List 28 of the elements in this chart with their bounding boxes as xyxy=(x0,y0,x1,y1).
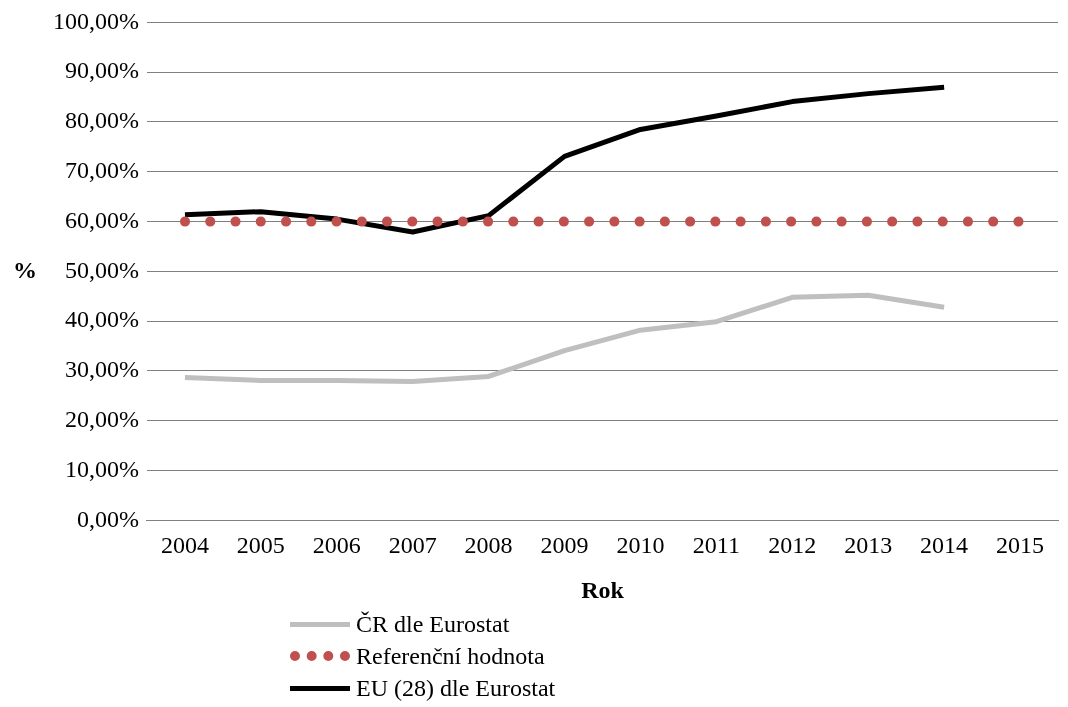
y-tick-label: 90,00% xyxy=(64,57,139,84)
y-tick-label: 10,00% xyxy=(64,455,139,482)
y-tick-label: 40,00% xyxy=(64,306,139,333)
x-tick-label: 2015 xyxy=(996,532,1045,559)
x-tick-label: 2013 xyxy=(844,532,893,559)
x-tick-label: 2005 xyxy=(236,532,285,559)
y-tick-label: 20,00% xyxy=(64,406,139,433)
y-axis-title: % xyxy=(13,256,37,283)
y-tick-label: 30,00% xyxy=(64,356,139,383)
legend-label: EU (28) dle Eurostat xyxy=(356,674,556,702)
x-tick-label: 2014 xyxy=(920,532,969,559)
y-tick-label: 100,00% xyxy=(52,7,139,34)
x-tick-label: 2008 xyxy=(464,532,513,559)
legend-label: ČR dle Eurostat xyxy=(356,610,510,638)
x-axis-title: Rok xyxy=(581,576,625,603)
y-tick-label: 60,00% xyxy=(64,206,139,233)
x-tick-label: 2007 xyxy=(388,532,437,559)
x-tick-label: 2010 xyxy=(616,532,665,559)
x-tick-label: 2009 xyxy=(540,532,589,559)
x-tick-label: 2012 xyxy=(768,532,817,559)
x-tick-label: 2011 xyxy=(692,532,740,559)
legend-label: Referenční hodnota xyxy=(356,642,545,670)
y-tick-label: 70,00% xyxy=(64,157,139,184)
y-tick-label: 80,00% xyxy=(64,107,139,134)
x-tick-label: 2006 xyxy=(312,532,361,559)
x-tick-label: 2004 xyxy=(160,532,209,559)
y-tick-label: 50,00% xyxy=(64,256,139,283)
y-tick-label: 0,00% xyxy=(76,505,139,532)
